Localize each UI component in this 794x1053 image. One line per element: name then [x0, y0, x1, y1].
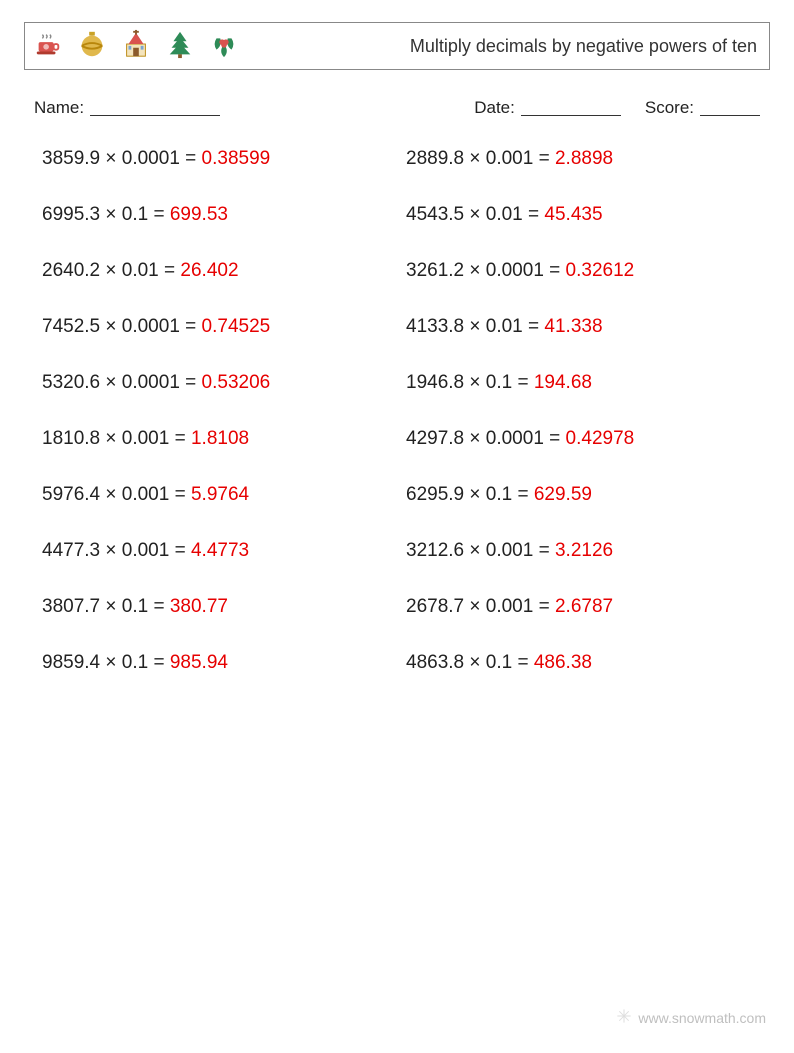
problem-question: 2889.8 × 0.001 =	[406, 148, 555, 169]
problem-answer: 194.68	[534, 372, 592, 393]
problem-item: 4543.5 × 0.01 = 45.435	[406, 204, 760, 226]
problem-item: 5320.6 × 0.0001 = 0.53206	[42, 372, 396, 394]
problem-question: 4477.3 × 0.001 =	[42, 540, 191, 561]
problem-answer: 0.42978	[566, 428, 635, 449]
problem-item: 2889.8 × 0.001 = 2.8898	[406, 148, 760, 170]
problem-answer: 2.6787	[555, 596, 613, 617]
name-blank[interactable]	[90, 98, 220, 116]
problem-question: 5320.6 × 0.0001 =	[42, 372, 202, 393]
problem-answer: 0.53206	[202, 372, 271, 393]
problems-grid: 3859.9 × 0.0001 = 0.38599 2889.8 × 0.001 …	[42, 148, 760, 674]
problem-answer: 5.9764	[191, 484, 249, 505]
problem-question: 4133.8 × 0.01 =	[406, 316, 544, 337]
problem-question: 6295.9 × 0.1 =	[406, 484, 534, 505]
problem-item: 6995.3 × 0.1 = 699.53	[42, 204, 396, 226]
problem-answer: 0.38599	[202, 148, 271, 169]
teacup-icon	[33, 29, 63, 64]
problem-item: 4477.3 × 0.001 = 4.4773	[42, 540, 396, 562]
problem-answer: 3.2126	[555, 540, 613, 561]
problem-item: 5976.4 × 0.001 = 5.9764	[42, 484, 396, 506]
problem-item: 3261.2 × 0.0001 = 0.32612	[406, 260, 760, 282]
problem-question: 4297.8 × 0.0001 =	[406, 428, 566, 449]
problem-answer: 380.77	[170, 596, 228, 617]
problem-item: 7452.5 × 0.0001 = 0.74525	[42, 316, 396, 338]
problem-question: 3807.7 × 0.1 =	[42, 596, 170, 617]
worksheet-title: Multiply decimals by negative powers of …	[410, 36, 757, 57]
header-box: Multiply decimals by negative powers of …	[24, 22, 770, 70]
problem-question: 4863.8 × 0.1 =	[406, 652, 534, 673]
problem-answer: 985.94	[170, 652, 228, 673]
problem-item: 2640.2 × 0.01 = 26.402	[42, 260, 396, 282]
problem-question: 4543.5 × 0.01 =	[406, 204, 544, 225]
name-label: Name:	[34, 98, 84, 118]
problem-item: 3212.6 × 0.001 = 3.2126	[406, 540, 760, 562]
footer-text: www.snowmath.com	[638, 1010, 766, 1026]
meta-row: Name: Date: Score:	[34, 98, 760, 118]
problem-question: 7452.5 × 0.0001 =	[42, 316, 202, 337]
problem-question: 1810.8 × 0.001 =	[42, 428, 191, 449]
problem-answer: 0.74525	[202, 316, 271, 337]
problem-question: 9859.4 × 0.1 =	[42, 652, 170, 673]
problem-question: 2640.2 × 0.01 =	[42, 260, 180, 281]
problem-item: 3807.7 × 0.1 = 380.77	[42, 596, 396, 618]
problem-item: 1810.8 × 0.001 = 1.8108	[42, 428, 396, 450]
problem-item: 1946.8 × 0.1 = 194.68	[406, 372, 760, 394]
problem-item: 4863.8 × 0.1 = 486.38	[406, 652, 760, 674]
problem-question: 1946.8 × 0.1 =	[406, 372, 534, 393]
score-label: Score:	[645, 98, 694, 118]
snowflake-icon	[616, 1008, 632, 1027]
problem-answer: 629.59	[534, 484, 592, 505]
problem-question: 3212.6 × 0.001 =	[406, 540, 555, 561]
problem-question: 6995.3 × 0.1 =	[42, 204, 170, 225]
problem-answer: 0.32612	[566, 260, 635, 281]
problem-answer: 2.8898	[555, 148, 613, 169]
problem-question: 2678.7 × 0.001 =	[406, 596, 555, 617]
holly-icon	[209, 29, 239, 64]
problem-answer: 26.402	[180, 260, 238, 281]
problem-item: 9859.4 × 0.1 = 985.94	[42, 652, 396, 674]
footer: www.snowmath.com	[616, 1008, 766, 1027]
problem-item: 4297.8 × 0.0001 = 0.42978	[406, 428, 760, 450]
ornament-icon	[77, 29, 107, 64]
date-blank[interactable]	[521, 98, 621, 116]
problem-question: 3261.2 × 0.0001 =	[406, 260, 566, 281]
problem-item: 4133.8 × 0.01 = 41.338	[406, 316, 760, 338]
problem-answer: 1.8108	[191, 428, 249, 449]
tree-icon	[165, 29, 195, 64]
header-icon-row	[33, 29, 239, 64]
problem-question: 5976.4 × 0.001 =	[42, 484, 191, 505]
problem-item: 2678.7 × 0.001 = 2.6787	[406, 596, 760, 618]
problem-question: 3859.9 × 0.0001 =	[42, 148, 202, 169]
problem-item: 3859.9 × 0.0001 = 0.38599	[42, 148, 396, 170]
problem-answer: 486.38	[534, 652, 592, 673]
name-field: Name:	[34, 98, 220, 118]
worksheet-page: Multiply decimals by negative powers of …	[0, 0, 794, 674]
problem-item: 6295.9 × 0.1 = 629.59	[406, 484, 760, 506]
problem-answer: 4.4773	[191, 540, 249, 561]
problem-answer: 699.53	[170, 204, 228, 225]
church-icon	[121, 29, 151, 64]
date-label: Date:	[474, 98, 515, 118]
problem-answer: 45.435	[544, 204, 602, 225]
problem-answer: 41.338	[544, 316, 602, 337]
score-blank[interactable]	[700, 98, 760, 116]
